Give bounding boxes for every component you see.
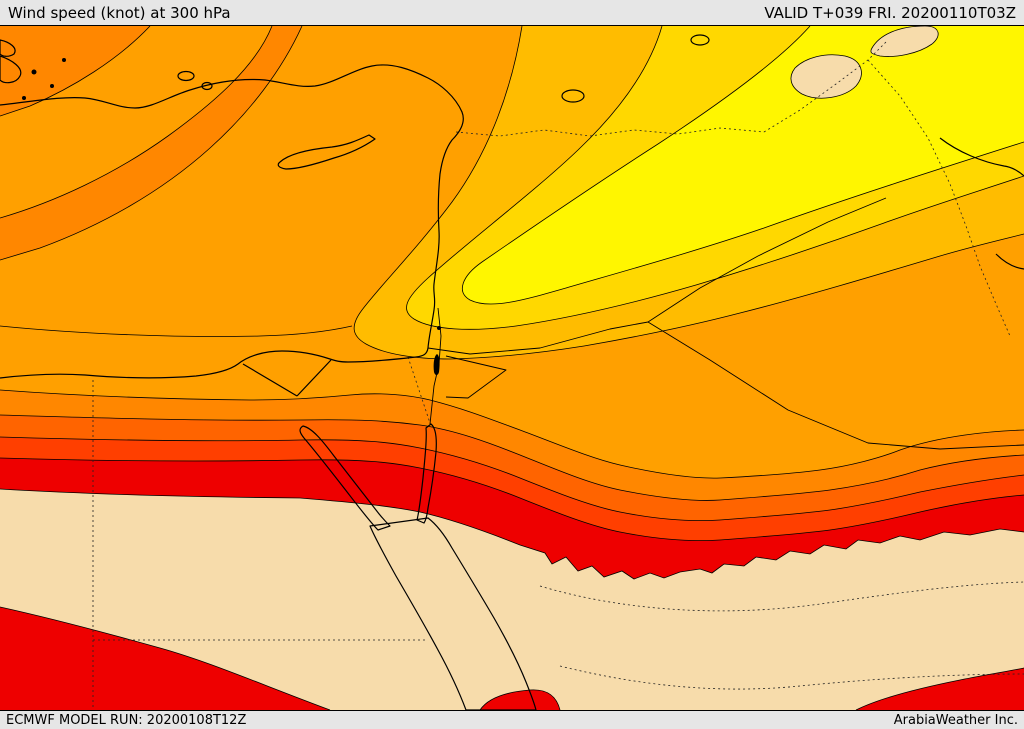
model-run-label: ECMWF MODEL RUN: 20200108T12Z bbox=[6, 712, 247, 728]
border-jordan-saudi bbox=[445, 355, 507, 399]
coastlines bbox=[0, 34, 1024, 397]
border-saudi-interior-1 bbox=[539, 581, 1024, 612]
border-iraq-iran bbox=[867, 59, 1011, 337]
valid-time-label: VALID T+039 FRI. 20200110T03Z bbox=[764, 3, 1016, 22]
solid-borders bbox=[427, 197, 1024, 450]
wind-speed-map-svg bbox=[0, 26, 1024, 710]
lake-beysehir bbox=[177, 70, 195, 82]
band-orange-stripe-northwest bbox=[0, 26, 302, 260]
border-turkey-syria-iraq bbox=[455, 127, 765, 137]
red-sea bbox=[299, 326, 537, 710]
lake-egirdir bbox=[201, 81, 213, 91]
band-core-patch-2 bbox=[870, 26, 939, 57]
band-core-patch-1 bbox=[790, 54, 862, 99]
map-title: Wind speed (knot) at 300 hPa bbox=[8, 3, 231, 22]
provider-label: ArabiaWeather Inc. bbox=[893, 712, 1018, 728]
dead-sea bbox=[433, 354, 440, 375]
border-syria-iraq bbox=[647, 197, 887, 323]
wind-speed-bands bbox=[0, 26, 1024, 710]
border-israel-egypt bbox=[407, 356, 431, 424]
gulf-of-suez bbox=[299, 425, 391, 531]
lake-tuz bbox=[561, 89, 585, 103]
border-turkey-iran bbox=[763, 39, 889, 133]
aegean-island-3 bbox=[22, 96, 26, 100]
band-red-southwest-wedge bbox=[0, 607, 330, 710]
aegean-island-4 bbox=[62, 58, 66, 62]
border-jordan-syria bbox=[427, 321, 649, 355]
band-orange-corner-patch bbox=[0, 26, 150, 116]
band-red-southeast-wedge bbox=[856, 668, 1024, 710]
band-yellow-jet-core bbox=[462, 26, 1024, 305]
caspian-shore-fragment bbox=[939, 137, 1024, 177]
sea-of-galilee bbox=[437, 326, 441, 330]
aegean-coast-fragment-2 bbox=[0, 39, 16, 57]
zagros-shore-fragment bbox=[995, 253, 1024, 270]
cyprus-island bbox=[277, 134, 376, 170]
gulf-of-aqaba bbox=[416, 423, 437, 524]
aegean-coast-fragment-1 bbox=[0, 55, 22, 84]
weather-map bbox=[0, 26, 1024, 710]
aegean-island-2 bbox=[50, 84, 54, 88]
footer-bar: ECMWF MODEL RUN: 20200108T12Z ArabiaWeat… bbox=[0, 710, 1024, 729]
aegean-island-1 bbox=[31, 69, 37, 75]
header-bar: Wind speed (knot) at 300 hPa VALID T+039… bbox=[0, 0, 1024, 26]
coast-turkey-levant-egypt bbox=[0, 64, 464, 379]
lake-van bbox=[690, 34, 710, 46]
border-iraq-saudi bbox=[647, 321, 1024, 450]
red-sea-main-body bbox=[369, 517, 537, 710]
dotted-borders bbox=[92, 39, 1024, 710]
isotach-contour-lines bbox=[0, 26, 1024, 710]
border-saudi-interior-2 bbox=[559, 665, 1024, 690]
nile-delta-branches bbox=[242, 359, 332, 397]
band-red-south-sliver bbox=[480, 689, 560, 710]
